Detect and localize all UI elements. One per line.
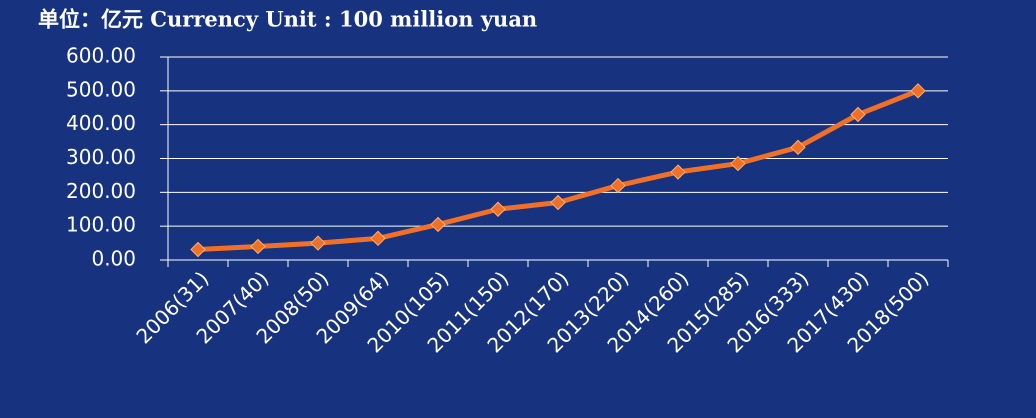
y-tick-label: 0.00	[91, 247, 136, 271]
data-marker	[790, 139, 806, 156]
data-marker	[910, 83, 926, 99]
data-marker	[490, 201, 506, 217]
data-marker	[310, 235, 326, 251]
data-marker	[370, 230, 386, 247]
data-marker	[430, 216, 446, 233]
data-marker	[850, 106, 866, 123]
data-marker	[550, 194, 566, 211]
chart-title: 单位：亿元 Currency Unit : 100 million yuan	[38, 7, 537, 32]
y-tick-label: 300.00	[66, 145, 136, 169]
y-tick-label: 400.00	[66, 111, 136, 135]
y-tick-label: 600.00	[66, 44, 136, 68]
y-tick-label: 100.00	[66, 213, 136, 237]
data-marker	[670, 164, 686, 180]
data-marker	[730, 155, 746, 172]
y-tick-label: 500.00	[66, 77, 136, 101]
data-marker	[250, 238, 266, 255]
data-marker	[610, 177, 626, 194]
y-tick-label: 200.00	[66, 179, 136, 203]
data-marker	[190, 241, 206, 258]
